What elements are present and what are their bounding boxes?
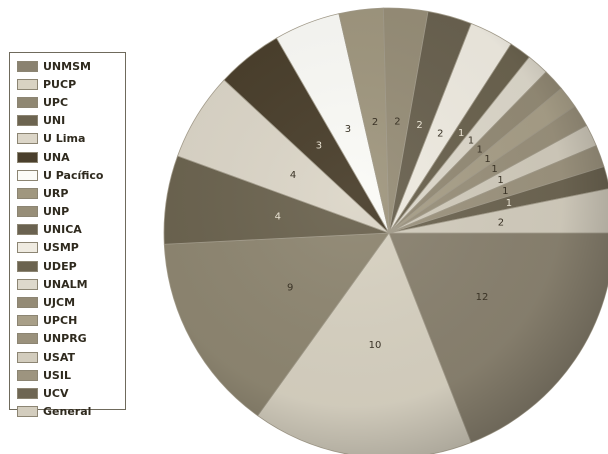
legend-item: U Pacífico (10, 166, 125, 184)
legend-item: UCV (10, 384, 125, 402)
legend-swatch (17, 60, 38, 72)
legend-label: URP (43, 186, 69, 200)
slice-value-label: 1 (468, 136, 474, 147)
slice-value-label: 9 (287, 282, 293, 293)
legend-label: PUCP (43, 77, 77, 91)
slice-value-label: 2 (437, 128, 443, 139)
legend-swatch (17, 224, 38, 236)
slice-value-label: 2 (416, 120, 422, 131)
legend-item: UNI (10, 112, 125, 130)
legend-label: UNALM (43, 277, 88, 291)
legend-label: General (43, 405, 92, 419)
slice-value-label: 2 (372, 117, 378, 128)
slice-value-label: 2 (394, 116, 400, 127)
slice-value-label: 1 (477, 144, 483, 155)
slice-value-label: 2 (498, 217, 504, 228)
slice-value-label: 4 (290, 170, 296, 181)
legend-label: U Pacífico (43, 168, 104, 182)
slice-value-label: 10 (369, 340, 382, 351)
legend-swatch (17, 406, 38, 418)
legend-swatch (17, 115, 38, 127)
slice-value-label: 1 (491, 164, 497, 175)
legend-swatch (17, 297, 38, 309)
legend-swatch (17, 387, 38, 399)
legend-item: USAT (10, 348, 125, 366)
legend-item: U Lima (10, 130, 125, 148)
legend-swatch (17, 369, 38, 381)
slice-value-label: 3 (316, 141, 322, 152)
legend-swatch (17, 78, 38, 90)
legend-label: UNMSM (43, 59, 91, 73)
legend-swatch (17, 278, 38, 290)
legend-swatch (17, 351, 38, 363)
legend-label: UNA (43, 150, 70, 164)
legend-swatch (17, 333, 38, 345)
legend-label: UNP (43, 205, 70, 219)
legend-item: UNP (10, 203, 125, 221)
legend-label: UNICA (43, 223, 82, 237)
legend-item: UDEP (10, 257, 125, 275)
slice-value-label: 1 (497, 175, 503, 186)
legend-label: USAT (43, 350, 76, 364)
legend-item: UNMSM (10, 57, 125, 75)
legend-swatch (17, 242, 38, 254)
legend-label: UJCM (43, 296, 76, 310)
slice-value-label: 1 (484, 154, 490, 165)
slice-value-label: 1 (502, 186, 508, 197)
legend-label: UNPRG (43, 332, 87, 346)
legend-item: USMP (10, 239, 125, 257)
legend-swatch (17, 187, 38, 199)
legend-swatch (17, 133, 38, 145)
slice-value-label: 1 (458, 128, 464, 139)
legend-label: UPC (43, 95, 69, 109)
legend-item: UPCH (10, 312, 125, 330)
legend-label: USIL (43, 368, 71, 382)
legend-item: UNPRG (10, 330, 125, 348)
legend-label: UDEP (43, 259, 77, 273)
legend-item: UNA (10, 148, 125, 166)
legend-item: UJCM (10, 293, 125, 311)
slice-value-label: 1 (506, 198, 512, 209)
legend-item: UNALM (10, 275, 125, 293)
legend-label: UCV (43, 386, 69, 400)
legend-label: UPCH (43, 314, 78, 328)
legend-label: USMP (43, 241, 79, 255)
legend-label: U Lima (43, 132, 86, 146)
legend-swatch (17, 151, 38, 163)
legend-swatch (17, 96, 38, 108)
legend-item: UPC (10, 93, 125, 111)
slice-value-label: 12 (476, 292, 489, 303)
legend-swatch (17, 206, 38, 218)
legend-item: USIL (10, 366, 125, 384)
chart-legend: UNMSM PUCP UPC UNI U Lima UNA U Pacífico URP UNP… (9, 52, 126, 418)
slice-value-label: 3 (345, 124, 351, 135)
slice-value-label: 4 (275, 212, 281, 223)
legend-swatch (17, 260, 38, 272)
legend-item: URP (10, 184, 125, 202)
legend-item: UNICA (10, 221, 125, 239)
legend-item: PUCP (10, 75, 125, 93)
legend-swatch (17, 315, 38, 327)
legend-item: General (10, 403, 125, 421)
legend-swatch (17, 169, 38, 181)
legend-label: UNI (43, 114, 66, 128)
